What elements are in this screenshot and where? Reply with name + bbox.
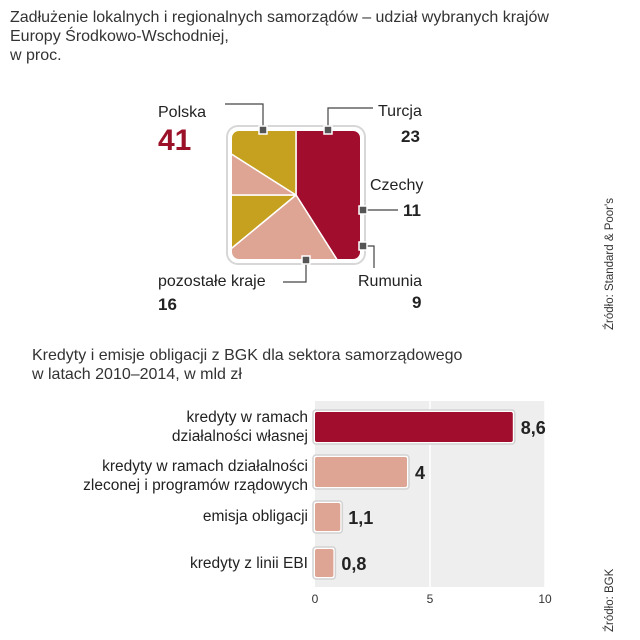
- leader-marker-pozostale: [301, 255, 311, 265]
- bar-category-3: kredyty z linii EBI: [190, 554, 308, 573]
- bar-title-line-2: w latach 2010–2014, w mld zł: [32, 366, 242, 383]
- bar-chart-title: Kredyty i emisje obligacji z BGK dla sek…: [32, 346, 592, 384]
- pie-chart-title: Zadłużenie lokalnych i regionalnych samo…: [10, 8, 610, 65]
- pie-value-czechy: 11: [403, 201, 421, 220]
- bar-category-0: kredyty w ramach działalności własnej: [172, 408, 308, 446]
- bar-category-1-line-1: kredyty w ramach działalności: [102, 458, 308, 475]
- bar-3: [315, 549, 334, 577]
- bar-tick-label-1: 5: [427, 592, 434, 606]
- bar-category-1-line-2: zleconej i programów rządowych: [83, 477, 308, 494]
- bar-tick-label-0: 0: [312, 592, 319, 606]
- leader-marker-czechy: [358, 205, 368, 215]
- leader-marker-polska: [258, 125, 268, 135]
- pie-value-polska: 41: [158, 124, 192, 157]
- bar-category-2-line-1: emisja obligacji: [202, 508, 308, 525]
- bar-2: [315, 503, 341, 531]
- pie-title-line-3: w proc.: [10, 47, 62, 64]
- pie-label-pozostale: pozostałe kraje: [158, 273, 266, 290]
- pie-label-polska: Polska: [158, 104, 207, 121]
- leader-marker-rumunia: [358, 241, 368, 251]
- pie-value-pozostale: 16: [158, 295, 177, 314]
- pie-value-rumunia: 9: [412, 293, 422, 312]
- bar-category-1: kredyty w ramach działalności zleconej i…: [83, 457, 308, 495]
- bar-source: Źródło: BGK: [604, 568, 616, 632]
- pie-label-turcja: Turcja: [378, 103, 422, 120]
- bar-tick-label-2: 10: [538, 592, 552, 606]
- leader-line-turcja: [327, 107, 373, 130]
- leader-line-pozostale: [283, 260, 307, 283]
- pie-label-czechy: Czechy: [370, 177, 424, 194]
- pie-label-rumunia: Rumunia: [358, 273, 423, 290]
- bar-category-0-line-2: działalności własnej: [171, 428, 308, 445]
- bar-category-2: emisja obligacji: [203, 507, 308, 526]
- pie-title-line-2: Europy Środkowo-Wschodniej,: [10, 28, 229, 45]
- bar-0: [315, 412, 513, 442]
- bar-title-line-1: Kredyty i emisje obligacji z BGK dla sek…: [32, 347, 463, 364]
- bar-category-3-line-1: kredyty z linii EBI: [189, 555, 308, 572]
- bar-ticks: 0 5 10: [312, 592, 552, 606]
- leader-marker-turcja: [323, 125, 333, 135]
- bar-value-label-1: 4: [415, 463, 425, 483]
- pie-title-line-1: Zadłużenie lokalnych i regionalnych samo…: [10, 9, 549, 26]
- bar-value-label-2: 1,1: [348, 508, 373, 528]
- leader-line-polska: [225, 103, 264, 130]
- bar-category-0-line-1: kredyty w ramach: [186, 409, 308, 426]
- pie-chart: [225, 103, 398, 283]
- bar-value-label-0: 8,6: [521, 418, 546, 438]
- bar-1: [315, 457, 407, 487]
- pie-value-turcja: 23: [401, 127, 420, 146]
- bar-value-label-3: 0,8: [341, 554, 366, 574]
